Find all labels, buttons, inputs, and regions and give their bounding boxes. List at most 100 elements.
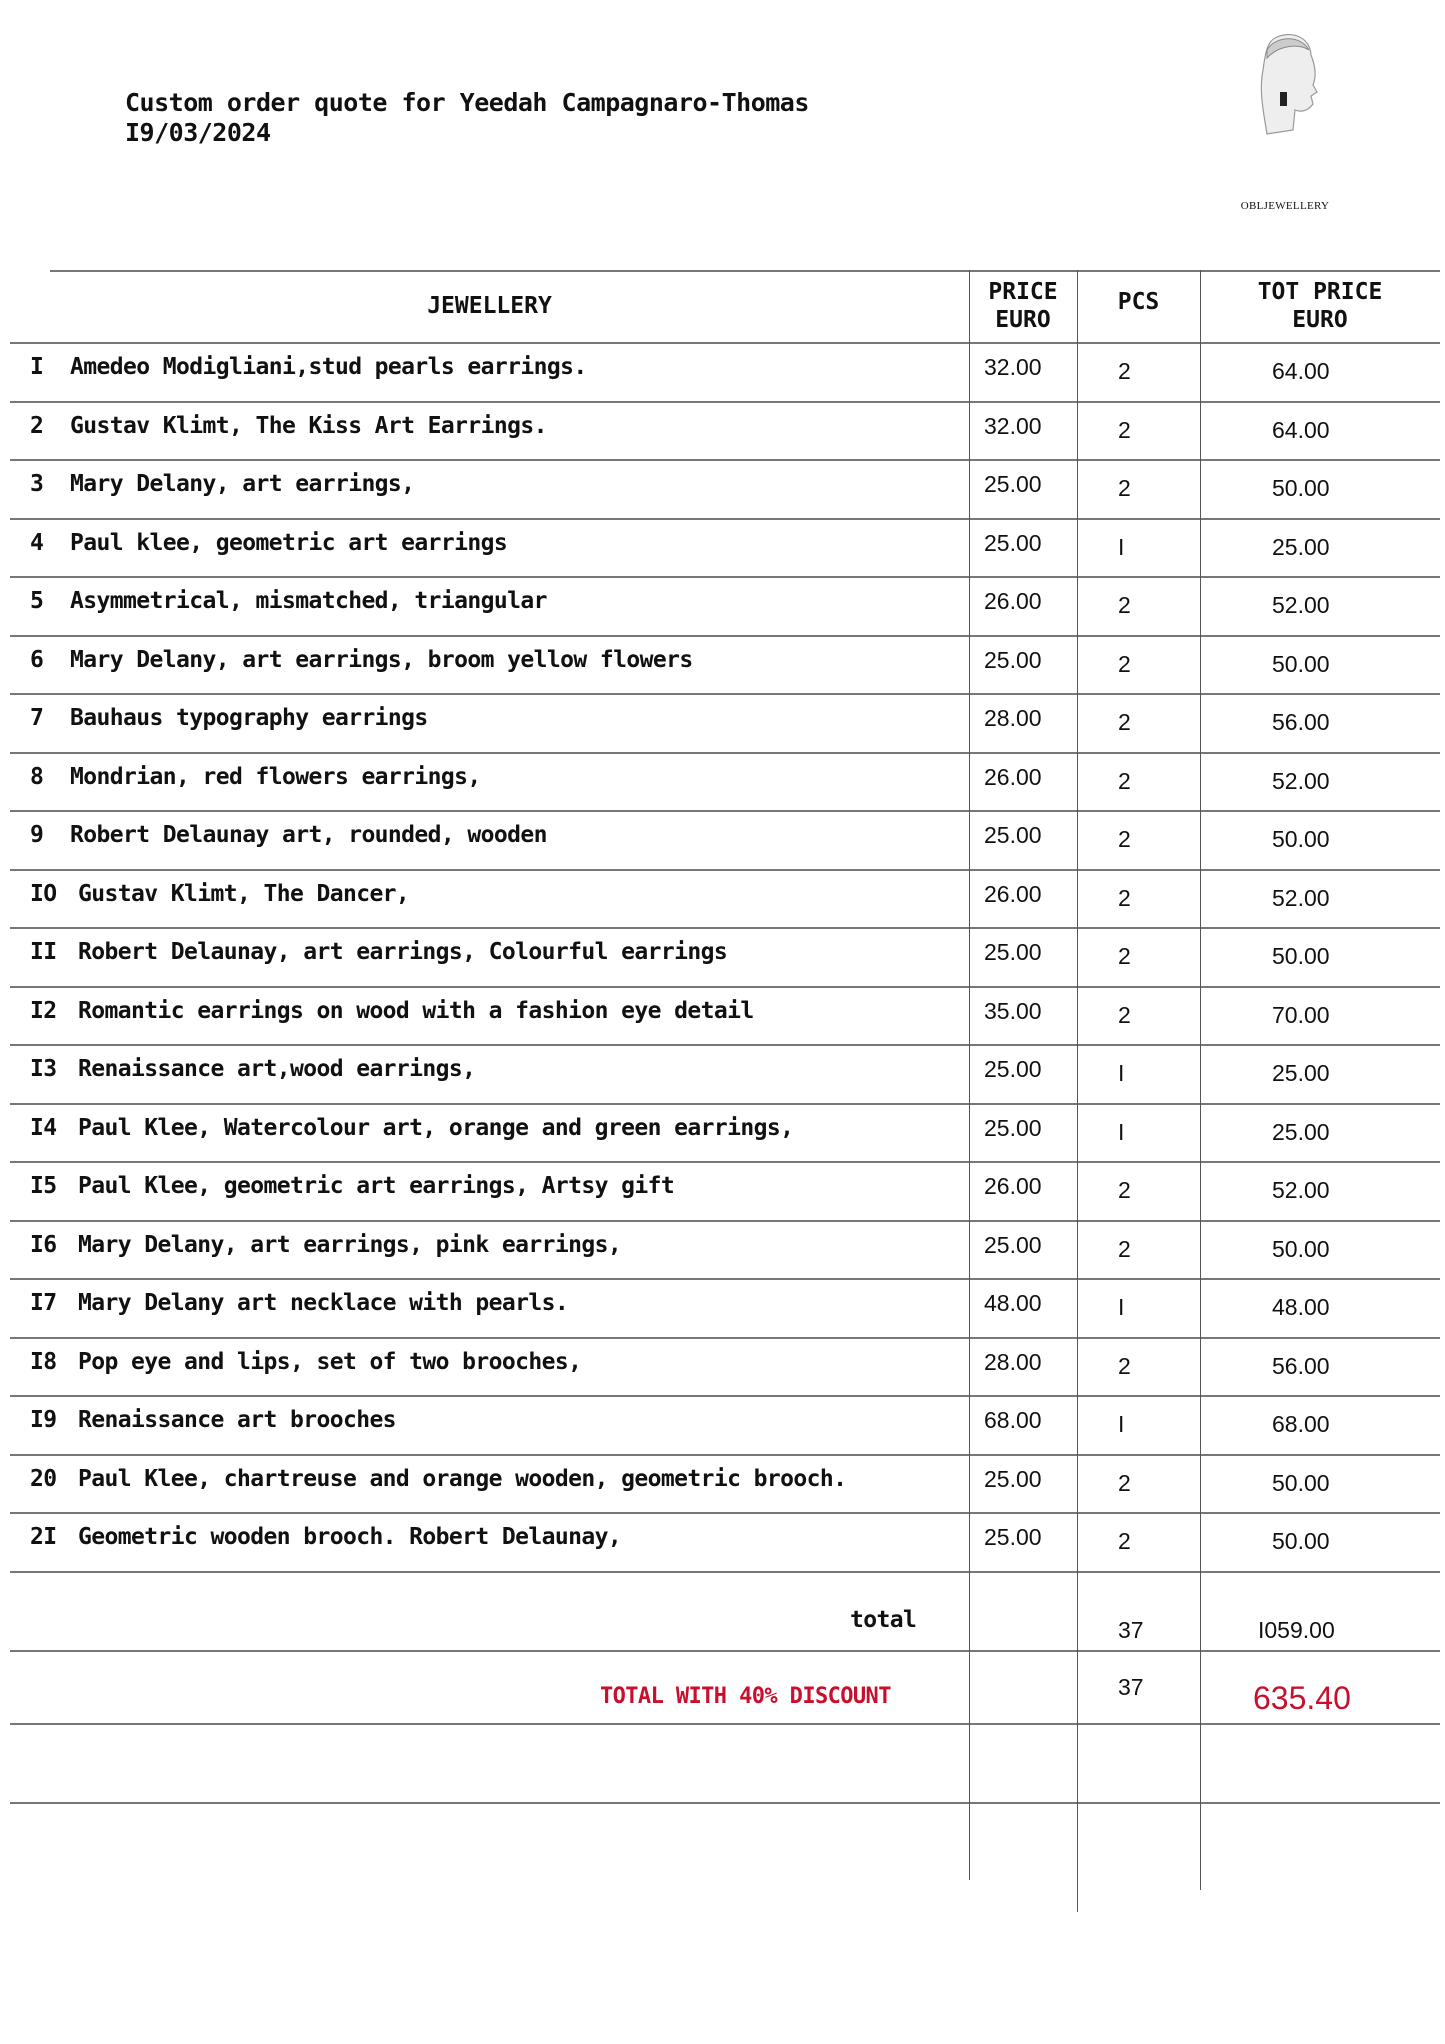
item-description: Paul Klee, Watercolour art, orange and g… bbox=[78, 1114, 794, 1141]
total-pieces: 37 bbox=[1118, 1616, 1144, 1643]
item-description: Mondrian, red flowers earrings, bbox=[70, 763, 481, 790]
pieces: 2 bbox=[1118, 1352, 1131, 1379]
row-number: I bbox=[30, 354, 44, 380]
unit-price: 26.00 bbox=[984, 1173, 1042, 1199]
line-total: 52.00 bbox=[1272, 884, 1330, 911]
item-description: Robert Delaunay, art earrings, Colourful… bbox=[78, 939, 728, 965]
line-total: 50.00 bbox=[1272, 943, 1330, 969]
item-description: Mary Delany, art earrings, pink earrings… bbox=[78, 1231, 622, 1258]
pieces: 2 bbox=[1118, 358, 1131, 384]
line-total: 50.00 bbox=[1272, 650, 1330, 677]
row-divider bbox=[10, 1570, 1440, 1573]
line-total: 48.00 bbox=[1272, 1294, 1330, 1320]
unit-price: 25.00 bbox=[984, 1465, 1042, 1492]
unit-price: 68.00 bbox=[984, 1407, 1042, 1433]
item-description: Robert Delaunay art, rounded, wooden bbox=[70, 822, 548, 848]
pieces: 2 bbox=[1118, 1469, 1131, 1496]
column-header-pcs: PCS bbox=[1117, 289, 1160, 315]
row-divider bbox=[10, 1278, 1440, 1280]
row-divider bbox=[10, 517, 1440, 520]
quote-title: Custom order quote for Yeedah Campagnaro… bbox=[125, 88, 809, 117]
item-description: Pop eye and lips, set of two brooches, bbox=[78, 1348, 582, 1375]
pieces: 2 bbox=[1118, 767, 1131, 794]
column-header-price: PRICE EURO bbox=[969, 278, 1077, 334]
row-divider bbox=[10, 1102, 1440, 1105]
line-total: 25.00 bbox=[1272, 533, 1330, 560]
unit-price: 32.00 bbox=[984, 412, 1042, 439]
item-description: Amedeo Modigliani,stud pearls earrings. bbox=[70, 354, 587, 380]
line-total: 50.00 bbox=[1272, 1469, 1330, 1496]
tot-header-line: TOT PRICE bbox=[1257, 279, 1383, 305]
row-divider bbox=[10, 634, 1440, 637]
line-total: 64.00 bbox=[1272, 416, 1330, 443]
portrait-logo-icon bbox=[1260, 34, 1318, 135]
row-number: 7 bbox=[30, 705, 44, 731]
discount-pieces: 37 bbox=[1118, 1674, 1144, 1700]
line-total: 56.00 bbox=[1272, 709, 1330, 735]
column-divider bbox=[1200, 270, 1201, 1890]
row-divider bbox=[10, 1802, 1440, 1804]
line-total: 56.00 bbox=[1272, 1352, 1330, 1379]
row-number: 9 bbox=[30, 822, 44, 848]
quote-header: Custom order quote for Yeedah Campagnaro… bbox=[125, 88, 809, 148]
unit-price: 28.00 bbox=[984, 1348, 1042, 1375]
row-number: IO bbox=[30, 880, 57, 907]
pieces: 2 bbox=[1118, 416, 1131, 443]
pieces: I bbox=[1118, 1411, 1125, 1437]
row-number: I4 bbox=[30, 1114, 57, 1141]
line-total: 70.00 bbox=[1272, 1001, 1330, 1028]
row-number: 2 bbox=[30, 412, 44, 439]
row-number: 20 bbox=[30, 1465, 57, 1492]
pieces: 2 bbox=[1118, 475, 1131, 501]
unit-price: 35.00 bbox=[984, 997, 1042, 1024]
item-description: Mary Delany art necklace with pearls. bbox=[78, 1290, 569, 1316]
tot-header-line: EURO bbox=[1292, 307, 1348, 333]
row-number: I3 bbox=[30, 1056, 57, 1082]
row-number: I6 bbox=[30, 1231, 57, 1258]
line-total: 52.00 bbox=[1272, 592, 1330, 618]
brand-name: OBLJEWELLERY bbox=[1240, 200, 1330, 212]
column-header-jewellery: JEWELLERY bbox=[427, 293, 552, 319]
pieces: I bbox=[1118, 1294, 1125, 1320]
row-number: I7 bbox=[30, 1290, 57, 1316]
line-total: 25.00 bbox=[1272, 1060, 1330, 1086]
line-total: 50.00 bbox=[1272, 475, 1330, 501]
column-divider bbox=[1077, 270, 1078, 1912]
row-divider bbox=[10, 1512, 1440, 1514]
item-description: Renaissance art,wood earrings, bbox=[78, 1056, 476, 1082]
column-divider bbox=[969, 270, 970, 1880]
unit-price: 28.00 bbox=[984, 705, 1042, 731]
pieces: 2 bbox=[1118, 1001, 1131, 1028]
unit-price: 25.00 bbox=[984, 822, 1042, 848]
unit-price: 25.00 bbox=[984, 1114, 1042, 1141]
item-description: Mary Delany, art earrings, broom yellow … bbox=[70, 646, 693, 673]
discount-label: TOTAL WITH 40% DISCOUNT bbox=[600, 1684, 891, 1709]
pieces: 2 bbox=[1118, 826, 1131, 852]
row-number: I5 bbox=[30, 1173, 57, 1199]
row-number: 5 bbox=[30, 588, 44, 614]
unit-price: 26.00 bbox=[984, 880, 1042, 907]
line-total: 68.00 bbox=[1272, 1411, 1330, 1437]
row-divider bbox=[10, 810, 1440, 812]
row-divider bbox=[10, 1453, 1440, 1456]
row-number: I2 bbox=[30, 997, 57, 1024]
unit-price: 48.00 bbox=[984, 1290, 1042, 1316]
unit-price: 26.00 bbox=[984, 588, 1042, 614]
line-total: 50.00 bbox=[1272, 1528, 1330, 1554]
row-number: I9 bbox=[30, 1407, 57, 1433]
unit-price: 25.00 bbox=[984, 529, 1042, 556]
row-divider bbox=[10, 1650, 1440, 1652]
row-number: 3 bbox=[30, 471, 44, 497]
row-divider bbox=[10, 927, 1440, 929]
line-total: 52.00 bbox=[1272, 767, 1330, 794]
pieces: I bbox=[1118, 533, 1125, 560]
row-divider bbox=[10, 868, 1440, 871]
price-header-line: EURO bbox=[995, 307, 1051, 333]
pieces: 2 bbox=[1118, 650, 1131, 677]
pieces: 2 bbox=[1118, 884, 1131, 911]
row-divider bbox=[10, 1336, 1440, 1339]
item-description: Mary Delany, art earrings, bbox=[70, 471, 415, 497]
item-description: Renaissance art brooches bbox=[78, 1407, 397, 1433]
pieces: 2 bbox=[1118, 1235, 1131, 1262]
item-description: Paul Klee, chartreuse and orange wooden,… bbox=[78, 1465, 847, 1492]
